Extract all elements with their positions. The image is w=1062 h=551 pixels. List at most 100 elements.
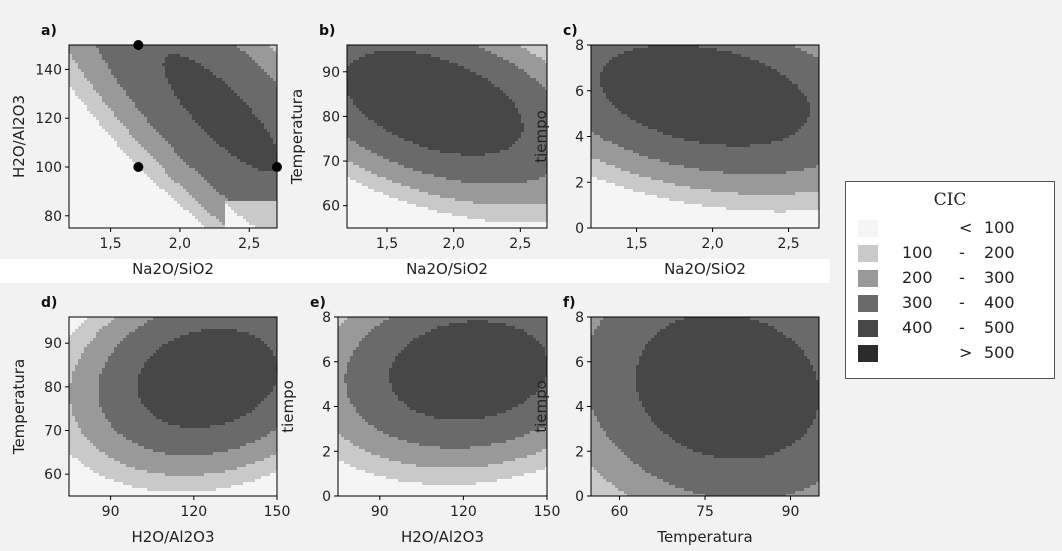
y-tick-label: 6 <box>575 355 584 371</box>
legend-high: 200 <box>984 243 1015 262</box>
legend-row: 300 - 400 <box>846 293 1052 315</box>
legend-high: 300 <box>984 268 1015 287</box>
panel-label: b) <box>319 23 335 39</box>
y-tick-label: 80 <box>44 209 62 225</box>
y-axis-label: tiempo <box>532 380 550 433</box>
y-axis-label: Temperatura <box>10 359 28 455</box>
legend-swatch <box>858 320 878 337</box>
legend-operator: - <box>959 243 965 262</box>
contour-panel: 60 75 90 0 2 4 6 8 Temperatura tiempo f) <box>532 295 820 546</box>
legend-row: 200 - 300 <box>846 268 1052 290</box>
y-tick-label: 80 <box>44 380 62 396</box>
contour-fill <box>347 45 547 228</box>
x-tick-label: 2,5 <box>238 236 260 252</box>
y-tick-label: 2 <box>575 444 584 460</box>
y-axis-label: tiempo <box>279 380 297 433</box>
y-tick-label: 2 <box>575 175 584 191</box>
legend-row: < 100 <box>846 218 1052 240</box>
x-axis-label: H2O/Al2O3 <box>131 528 214 546</box>
y-tick-label: 100 <box>35 160 62 176</box>
legend-low: 400 <box>902 318 933 337</box>
legend-swatch <box>858 270 878 287</box>
legend-high: 500 <box>984 343 1015 362</box>
y-axis-label: tiempo <box>532 110 550 163</box>
panel-label: f) <box>563 295 576 311</box>
legend-row: > 500 <box>846 343 1052 365</box>
legend-high: 100 <box>984 218 1015 237</box>
x-tick-label: 90 <box>371 504 389 520</box>
plot-frame <box>68 316 278 497</box>
design-point <box>133 162 144 172</box>
x-tick-label: 90 <box>782 504 800 520</box>
x-tick-label: 150 <box>264 504 291 520</box>
x-axis-label: Na2O/SiO2 <box>132 260 214 278</box>
legend-swatch <box>858 295 878 312</box>
legend-operator: - <box>959 318 965 337</box>
y-tick-label: 60 <box>322 199 340 215</box>
x-axis-label: H2O/Al2O3 <box>401 528 484 546</box>
x-tick-label: 75 <box>696 504 714 520</box>
y-tick-label: 0 <box>575 221 584 237</box>
y-tick-label: 70 <box>44 424 62 440</box>
x-tick-label: 1,5 <box>99 236 121 252</box>
plot-frame <box>68 44 278 229</box>
x-tick-label: 2,0 <box>443 236 465 252</box>
x-axis-label: Temperatura <box>656 528 752 546</box>
x-axis-label: Na2O/SiO2 <box>406 260 488 278</box>
y-tick-label: 0 <box>322 489 331 505</box>
contour-fill <box>69 45 277 228</box>
x-tick-label: 90 <box>102 504 120 520</box>
x-tick-label: 2,0 <box>169 236 191 252</box>
y-tick-label: 80 <box>322 109 340 125</box>
x-tick-label: 2,5 <box>777 236 799 252</box>
legend: CIC < 100 100 - 200 200 - 300 300 - 400 … <box>845 181 1055 379</box>
legend-operator: > <box>959 343 972 362</box>
x-tick-label: 120 <box>450 504 477 520</box>
legend-low: 300 <box>902 293 933 312</box>
legend-high: 500 <box>984 318 1015 337</box>
y-tick-label: 70 <box>322 154 340 170</box>
x-tick-label: 2,0 <box>701 236 723 252</box>
design-point <box>133 40 144 50</box>
y-tick-label: 60 <box>44 467 62 483</box>
y-tick-label: 8 <box>575 38 584 54</box>
contour-fill <box>591 45 819 228</box>
x-tick-label: 120 <box>180 504 207 520</box>
legend-swatch <box>858 245 878 262</box>
y-tick-label: 8 <box>322 310 331 326</box>
y-axis-label: H2O/Al2O3 <box>10 95 28 178</box>
legend-row: 100 - 200 <box>846 243 1052 265</box>
y-tick-label: 90 <box>322 65 340 81</box>
x-tick-label: 1,5 <box>376 236 398 252</box>
y-tick-label: 120 <box>35 111 62 127</box>
plot-frame <box>346 44 548 229</box>
contour-panel: 90 120 150 0 2 4 6 8 H2O/Al2O3 tiempo e) <box>279 295 560 546</box>
y-tick-label: 6 <box>322 355 331 371</box>
contour-panel: 1,5 2,0 2,5 80 100 120 140 Na2O/SiO2 H2O/Al2O3 a) <box>10 23 282 278</box>
contour-fill <box>591 317 819 496</box>
legend-operator: - <box>959 293 965 312</box>
contour-fill <box>338 317 547 496</box>
y-axis-label: Temperatura <box>288 89 306 185</box>
contour-panel: 90 120 150 60 70 80 90 H2O/Al2O3 Temperatura d) <box>10 295 290 546</box>
legend-operator: < <box>959 218 972 237</box>
legend-title: CIC <box>846 190 1054 210</box>
y-tick-label: 140 <box>35 62 62 78</box>
contour-panel: 1,5 2,0 2,5 60 70 80 90 Na2O/SiO2 Temperatura b) <box>288 23 548 278</box>
legend-row: 400 - 500 <box>846 318 1052 340</box>
x-tick-label: 2,5 <box>509 236 531 252</box>
panel-label: e) <box>310 295 326 311</box>
legend-swatch <box>858 220 878 237</box>
contour-fill <box>69 317 277 496</box>
y-tick-label: 0 <box>575 489 584 505</box>
legend-swatch <box>858 345 878 362</box>
y-tick-label: 4 <box>575 130 584 146</box>
row-separator <box>0 259 830 283</box>
x-tick-label: 60 <box>611 504 629 520</box>
x-axis-label: Na2O/SiO2 <box>664 260 746 278</box>
y-tick-label: 90 <box>44 336 62 352</box>
panel-label: a) <box>41 23 57 39</box>
legend-high: 400 <box>984 293 1015 312</box>
y-tick-label: 6 <box>575 84 584 100</box>
